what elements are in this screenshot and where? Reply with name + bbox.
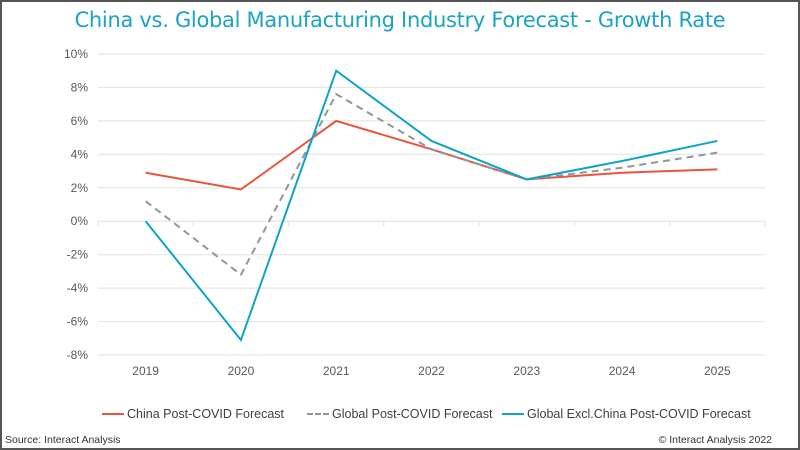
series-line-china [145, 119, 718, 191]
x-tick-label: 2024 [609, 364, 636, 378]
y-tick-label: 0% [71, 214, 89, 228]
series-lines [144, 69, 718, 342]
legend-item-china: China Post-COVID Forecast [102, 407, 284, 421]
y-tick-label: 10% [64, 47, 88, 61]
y-tick-label: -2% [67, 248, 89, 262]
legend-item-global-excl-china: Global Excl.China Post-COVID Forecast [502, 407, 751, 421]
y-tick-label: 8% [71, 80, 89, 94]
y-tick-label: 6% [71, 114, 89, 128]
x-tick-label: 2025 [704, 364, 731, 378]
legend-item-global: Global Post-COVID Forecast [307, 407, 492, 421]
y-tick-label: 4% [71, 147, 89, 161]
source-note: Source: Interact Analysis [5, 434, 121, 446]
y-tick-label: -4% [67, 281, 89, 295]
copyright-note: © Interact Analysis 2022 [658, 434, 772, 446]
legend-swatch-global [307, 413, 329, 415]
x-axis-ticks: 2019 2020 2021 2022 2023 2024 2025 [132, 364, 731, 378]
y-tick-label: -6% [67, 315, 89, 329]
x-tick-label: 2022 [418, 364, 445, 378]
gridlines [97, 53, 766, 356]
x-tick-label: 2021 [323, 364, 350, 378]
legend-swatch-global-excl-china [502, 413, 524, 415]
legend-swatch-china [102, 413, 124, 415]
series-line-global-excl-china [144, 69, 718, 342]
x-tick-label: 2020 [228, 364, 255, 378]
legend-label-global-excl-china: Global Excl.China Post-COVID Forecast [527, 407, 751, 421]
y-tick-label: 2% [71, 181, 89, 195]
chart-title: China vs. Global Manufacturing Industry … [74, 8, 726, 32]
legend-label-global: Global Post-COVID Forecast [332, 407, 493, 421]
y-axis-ticks: 10% 8% 6% 4% 2% 0% -2% -4% -6% -8% [64, 47, 88, 362]
x-tick-label: 2019 [132, 364, 159, 378]
series-line-global [145, 92, 718, 277]
legend-label-china: China Post-COVID Forecast [127, 407, 284, 421]
x-tick-label: 2023 [513, 364, 540, 378]
y-tick-label: -8% [67, 348, 89, 362]
